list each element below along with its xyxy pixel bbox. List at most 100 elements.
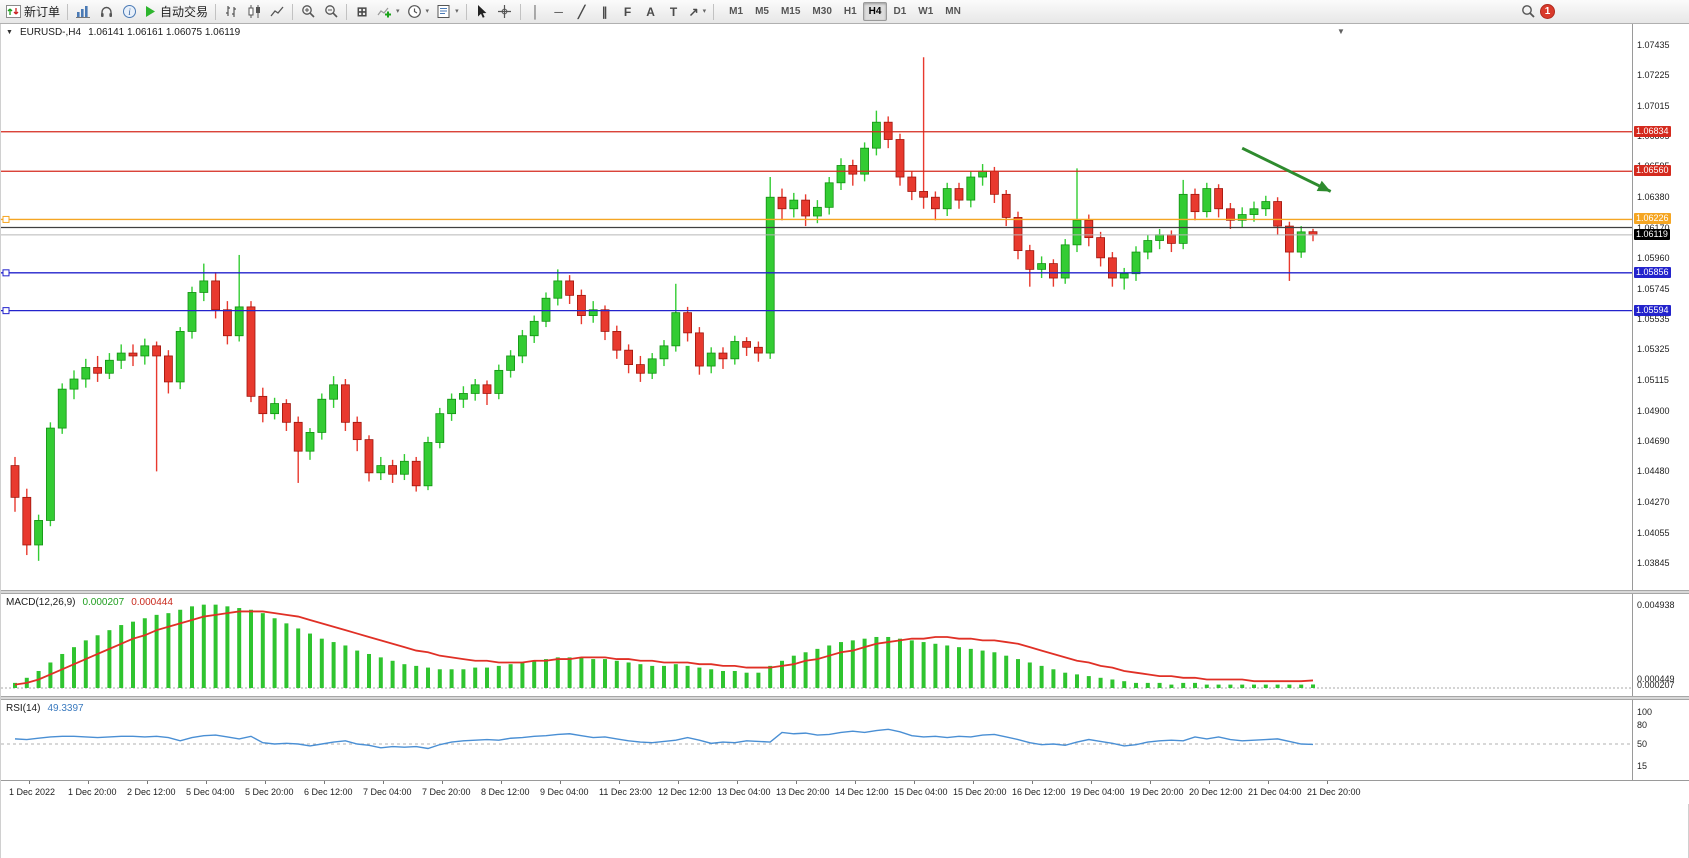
indicators-button[interactable]: ▾ [374, 2, 403, 22]
time-tick-mark [1032, 781, 1033, 784]
timeframe-d1[interactable]: D1 [893, 6, 907, 17]
vertical-line-button[interactable]: │ [525, 2, 547, 22]
cursor-arrow-icon [478, 5, 487, 18]
time-tick-mark [1150, 781, 1151, 784]
time-tick: 2 Dec 12:00 [127, 787, 176, 797]
new-order-button[interactable]: 新订单 [3, 2, 63, 22]
search-button[interactable] [1517, 2, 1539, 22]
line-handle[interactable] [2, 269, 10, 277]
timeframe-m5[interactable]: M5 [755, 6, 769, 17]
time-tick-mark [1209, 781, 1210, 784]
horizontal-line-button[interactable]: ─ [548, 2, 570, 22]
assistance-button[interactable] [95, 2, 117, 22]
crosshair-button[interactable] [494, 2, 516, 22]
cursor-button[interactable] [471, 2, 493, 22]
chart-type-candles-button[interactable] [243, 2, 265, 22]
level-price-box: 1.06226 [1634, 213, 1671, 225]
rsi-tick: 100 [1637, 707, 1653, 717]
arrows-button[interactable]: ↗ ▾ [686, 2, 710, 22]
rsi-pane[interactable]: RSI(14) 49.3397 100 80 50 15 [1, 700, 1689, 780]
macd-label-row: MACD(12,26,9) 0.000207 0.000444 [6, 597, 173, 608]
tile-windows-button[interactable]: ⊞ [351, 2, 373, 22]
info-button[interactable]: i [118, 2, 140, 22]
horizontal-line-icon: ─ [554, 4, 563, 19]
time-tick: 13 Dec 04:00 [717, 787, 771, 797]
macd-chart[interactable] [1, 594, 1632, 696]
price-tick: 1.04270 [1637, 496, 1670, 507]
timeframe-m15[interactable]: M15 [780, 6, 801, 17]
price-tick: 1.04480 [1637, 466, 1670, 477]
timeframe-h1[interactable]: H1 [843, 6, 857, 17]
toolbar-separator [519, 3, 521, 20]
channel-button[interactable]: ∥ [594, 2, 616, 22]
trend-arrow-annotation[interactable] [1241, 146, 1332, 193]
chart-type-bars-button[interactable] [220, 2, 242, 22]
macd-pane[interactable]: MACD(12,26,9) 0.000207 0.000444 0.004938… [1, 594, 1689, 696]
level-price-box: 1.06834 [1634, 125, 1671, 137]
time-tick: 7 Dec 04:00 [363, 787, 412, 797]
rsi-tick: 80 [1637, 719, 1648, 730]
time-tick-mark [383, 781, 384, 784]
chart-window-button[interactable] [72, 2, 94, 22]
dropdown-caret-icon: ▾ [702, 8, 707, 15]
timeframe-m1[interactable]: M1 [729, 6, 744, 17]
auto-trading-button[interactable]: 自动交易 [141, 2, 211, 22]
level-price-box: 1.05856 [1634, 266, 1671, 278]
time-tick: 6 Dec 12:00 [304, 787, 353, 797]
pane-splitter[interactable] [1, 590, 1689, 594]
zoom-out-button[interactable] [320, 2, 342, 22]
pane-splitter[interactable] [1, 696, 1689, 700]
macd-marker-signal: 0.000449 [1637, 674, 1675, 684]
price-pane[interactable]: ▼ EURUSD-,H4 1.06141 1.06161 1.06075 1.0… [1, 24, 1689, 590]
candles[interactable] [10, 57, 1318, 561]
time-tick: 21 Dec 20:00 [1307, 787, 1361, 797]
level-price-box: 1.06560 [1634, 165, 1671, 177]
ohlc-label: 1.06141 1.06161 1.06075 1.06119 [88, 27, 241, 38]
time-tick-mark [619, 781, 620, 784]
template-icon [437, 5, 450, 18]
timeframe-h4[interactable]: H4 [862, 2, 888, 21]
rsi-chart[interactable] [1, 700, 1632, 780]
line-handle[interactable] [2, 307, 10, 315]
text-button[interactable]: A [640, 2, 662, 22]
rsi-axis[interactable]: 100 80 50 15 [1632, 700, 1689, 780]
rsi-label-row: RSI(14) 49.3397 [6, 703, 84, 714]
macd-axis[interactable]: 0.004938 0.000449 0.000207 [1632, 594, 1689, 696]
symbol-dropdown-icon[interactable]: ▼ [6, 29, 13, 36]
auto-trading-play-icon [146, 6, 156, 17]
channel-icon: ∥ [601, 4, 608, 19]
dropdown-caret-icon: ▾ [396, 8, 400, 15]
timeframe-m30[interactable]: M30 [812, 6, 832, 17]
time-tick-mark [737, 781, 738, 784]
periods-button[interactable]: ▾ [404, 2, 433, 22]
zoom-in-button[interactable] [297, 2, 319, 22]
dropdown-caret-icon: ▾ [425, 8, 430, 15]
trend-arrow-head[interactable] [1316, 180, 1331, 192]
fibonacci-button[interactable]: F [617, 2, 639, 22]
label-button[interactable]: T [663, 2, 685, 22]
timeframe-mn[interactable]: MN [945, 6, 961, 17]
line-handle[interactable] [2, 215, 10, 223]
auto-trading-label: 自动交易 [160, 5, 209, 19]
chart-shift-marker-icon[interactable]: ▼ [1337, 27, 1345, 36]
vertical-line-icon: │ [531, 4, 540, 19]
time-tick-mark [88, 781, 89, 784]
macd-name-label: MACD(12,26,9) [6, 597, 76, 608]
price-tick: 1.05745 [1637, 283, 1670, 294]
price-chart[interactable] [1, 24, 1632, 590]
line-chart-icon [270, 6, 284, 17]
templates-button[interactable]: ▾ [433, 2, 462, 22]
price-tick: 1.04690 [1637, 436, 1670, 447]
notification-badge[interactable]: 1 [1540, 4, 1555, 19]
timeframe-w1[interactable]: W1 [918, 6, 934, 17]
bar-chart-icon [75, 6, 90, 18]
trendline-button[interactable]: ╱ [571, 2, 593, 22]
macd-signal-line [14, 610, 1314, 686]
time-axis[interactable]: 1 Dec 2022 1 Dec 20:00 2 Dec 12:00 5 Dec 04… [1, 780, 1689, 804]
time-tick: 1 Dec 2022 [9, 787, 56, 797]
chart-type-line-button[interactable] [266, 2, 288, 22]
price-tick: 1.05115 [1637, 374, 1669, 385]
price-axis[interactable]: 1.074351.072251.070151.068051.065951.063… [1632, 24, 1689, 590]
macd-main-value: 0.000207 [82, 597, 125, 608]
